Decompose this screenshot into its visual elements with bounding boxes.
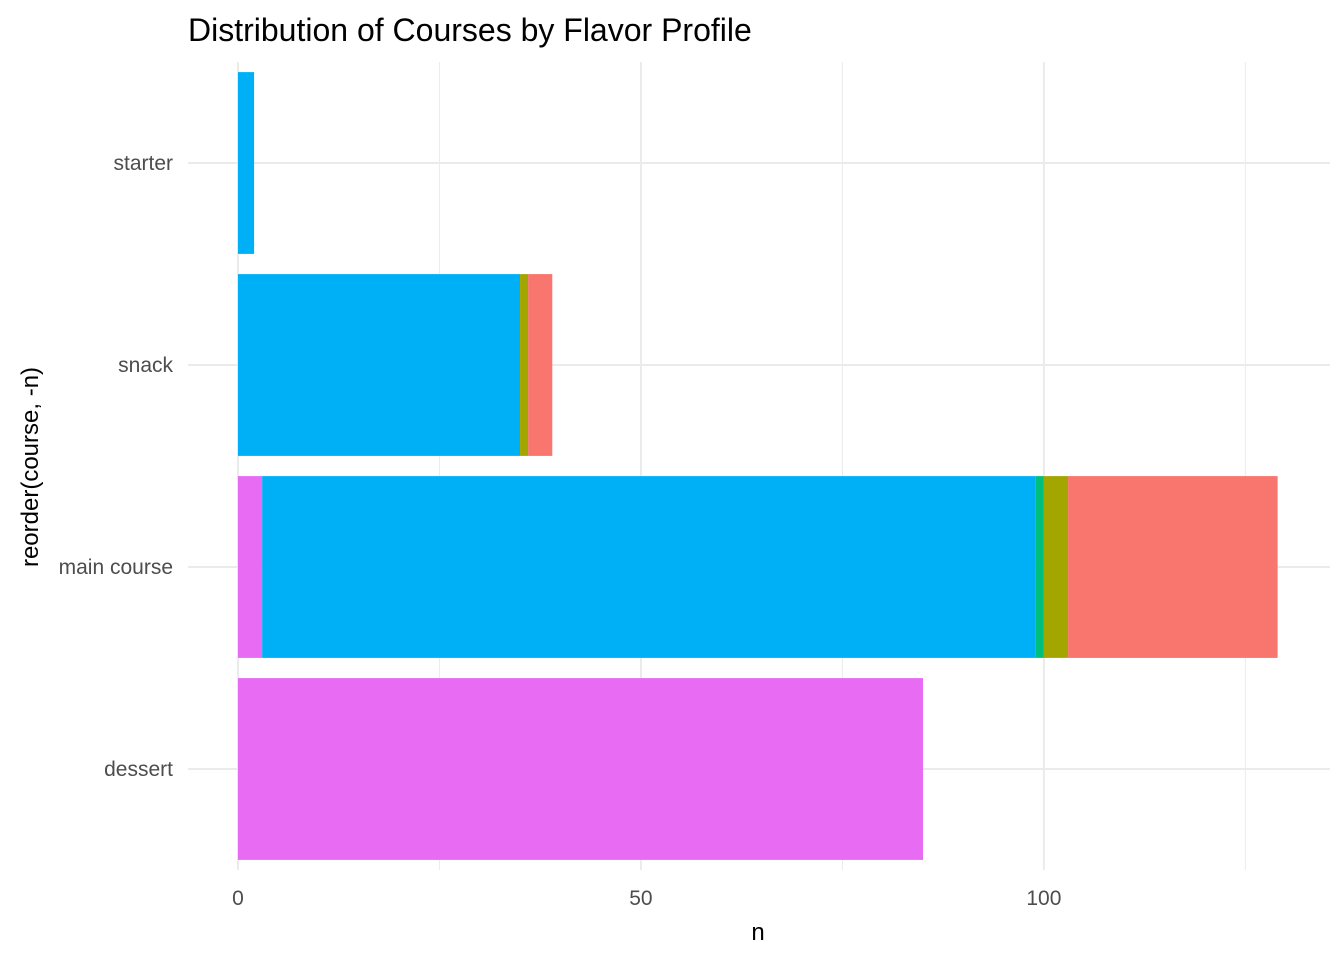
y-tick-label: snack	[118, 354, 173, 377]
y-axis: starter snack main course dessert	[59, 152, 174, 781]
bar-segment	[520, 274, 529, 456]
x-axis: 0 50 100	[232, 887, 1061, 910]
bar-segment	[237, 72, 255, 254]
x-tick-label: 50	[629, 887, 652, 910]
y-axis-label: reorder(course, -n)	[17, 367, 44, 567]
bar-segment	[237, 476, 263, 658]
y-tick-label: main course	[59, 556, 173, 579]
chart-title: Distribution of Courses by Flavor Profil…	[188, 12, 752, 48]
y-tick-label: starter	[113, 152, 173, 175]
y-tick-label: dessert	[104, 758, 173, 781]
x-tick-label: 0	[232, 887, 244, 910]
bar-segment	[1068, 476, 1278, 658]
bar-segment	[237, 274, 521, 456]
x-axis-label: n	[751, 919, 764, 946]
bar-segment	[262, 476, 1036, 658]
bar-segment	[1035, 476, 1044, 658]
bar-segment	[528, 274, 553, 456]
bar-segment	[1043, 476, 1069, 658]
bar-segment	[237, 678, 924, 860]
bars	[237, 72, 1278, 860]
x-tick-label: 100	[1026, 887, 1061, 910]
